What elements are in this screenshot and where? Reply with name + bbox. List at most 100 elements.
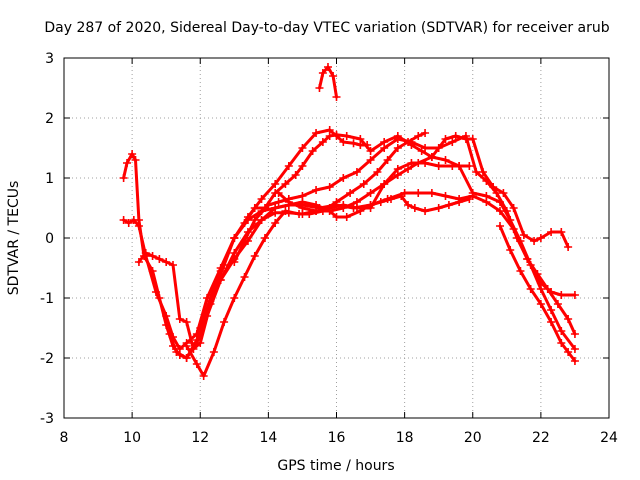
data-point xyxy=(407,138,416,146)
data-point xyxy=(536,234,545,242)
data-point xyxy=(352,168,361,176)
data-point xyxy=(366,147,375,155)
data-point xyxy=(496,198,504,206)
y-tick-label: -2 xyxy=(40,351,54,367)
data-point xyxy=(373,168,382,176)
data-point xyxy=(284,162,293,170)
data-point xyxy=(536,300,545,308)
data-point xyxy=(465,195,474,203)
data-point xyxy=(410,204,419,212)
data-point xyxy=(230,234,239,242)
data-point xyxy=(434,204,443,212)
data-point xyxy=(271,219,280,227)
data-point xyxy=(325,132,334,140)
data-point xyxy=(124,219,133,227)
data-point xyxy=(192,360,201,368)
data-point xyxy=(468,189,477,197)
data-point xyxy=(451,132,460,140)
data-point xyxy=(332,93,341,101)
data-point xyxy=(332,130,341,139)
data-point xyxy=(441,156,450,164)
data-point xyxy=(564,315,573,323)
data-point xyxy=(526,261,535,269)
data-point xyxy=(291,171,300,179)
data-point xyxy=(366,204,375,212)
data-point xyxy=(356,135,365,143)
data-point xyxy=(131,156,140,164)
data-point xyxy=(383,156,392,164)
data-point xyxy=(434,144,443,152)
data-point xyxy=(284,198,293,206)
data-point xyxy=(148,252,157,260)
data-point xyxy=(281,207,290,215)
data-point xyxy=(230,294,239,302)
data-point xyxy=(342,213,351,221)
x-tick-label: 16 xyxy=(328,430,346,446)
y-tick-label: 3 xyxy=(45,51,54,67)
data-point xyxy=(366,156,375,164)
data-point xyxy=(141,249,150,257)
data-point xyxy=(175,315,184,323)
data-point xyxy=(441,192,450,200)
data-point xyxy=(308,147,317,155)
data-point xyxy=(461,132,470,140)
data-point xyxy=(128,150,137,158)
y-axis-label: SDTVAR / TECUs xyxy=(6,181,22,296)
data-point xyxy=(516,267,525,275)
series-markers-track-c xyxy=(134,192,474,353)
data-point xyxy=(250,216,259,224)
data-point xyxy=(557,327,566,335)
series-markers-track-g xyxy=(230,132,579,338)
data-point xyxy=(465,162,474,170)
data-point xyxy=(165,330,174,338)
data-point xyxy=(557,339,566,347)
x-tick-label: 20 xyxy=(464,430,482,446)
data-point xyxy=(359,180,368,188)
data-point xyxy=(192,339,201,347)
data-point xyxy=(182,342,191,350)
data-point xyxy=(339,174,348,182)
data-point xyxy=(295,210,304,218)
data-point xyxy=(196,324,205,332)
data-point xyxy=(119,174,128,182)
data-point xyxy=(318,69,327,77)
data-point xyxy=(421,144,430,152)
data-point xyxy=(240,273,249,281)
data-point xyxy=(230,249,239,257)
data-point xyxy=(134,258,143,266)
data-point xyxy=(312,207,321,215)
data-point xyxy=(472,168,481,176)
data-point xyxy=(274,198,283,206)
x-tick-label: 14 xyxy=(259,430,277,446)
data-point xyxy=(199,372,208,380)
data-point xyxy=(570,330,579,338)
x-tick-label: 18 xyxy=(396,430,414,446)
data-point xyxy=(478,168,487,176)
chart-title: Day 287 of 2020, Sidereal Day-to-day VTE… xyxy=(44,20,609,36)
series-markers-track-f xyxy=(196,130,573,332)
data-point xyxy=(151,288,160,296)
y-tick-label: 2 xyxy=(45,111,54,127)
data-point xyxy=(496,222,504,230)
data-point xyxy=(342,132,351,140)
data-point xyxy=(318,138,327,146)
data-point xyxy=(274,189,283,197)
data-point xyxy=(240,237,249,245)
y-tick-label: -1 xyxy=(40,291,54,307)
data-point xyxy=(404,165,413,173)
series-markers-track-j xyxy=(496,222,579,365)
x-tick-label: 24 xyxy=(600,430,618,446)
data-point xyxy=(257,195,266,203)
data-point xyxy=(339,138,348,146)
data-point xyxy=(329,72,338,80)
data-point xyxy=(123,159,132,167)
series-track-h xyxy=(277,155,577,351)
data-point xyxy=(496,207,504,215)
data-point xyxy=(455,198,464,206)
data-point xyxy=(206,294,215,302)
data-point xyxy=(482,192,491,200)
data-point xyxy=(482,177,491,185)
data-point xyxy=(516,237,525,245)
data-point xyxy=(305,210,314,218)
